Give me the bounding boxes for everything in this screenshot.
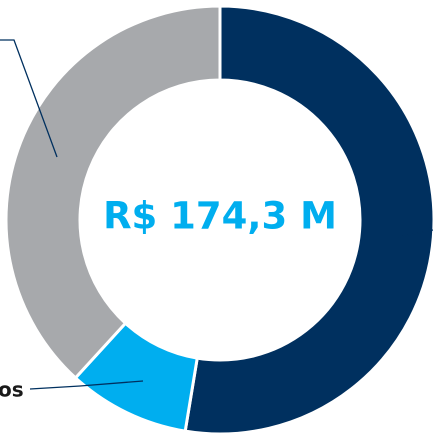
leader-line — [0, 39, 58, 158]
slices — [4, 4, 433, 433]
center-label: R$ 174,3 M — [103, 195, 337, 238]
donut-slice — [183, 4, 433, 433]
donut-slice — [4, 4, 222, 380]
leader-line — [29, 380, 144, 390]
leader-line — [397, 229, 433, 238]
category-label: os — [0, 378, 24, 402]
